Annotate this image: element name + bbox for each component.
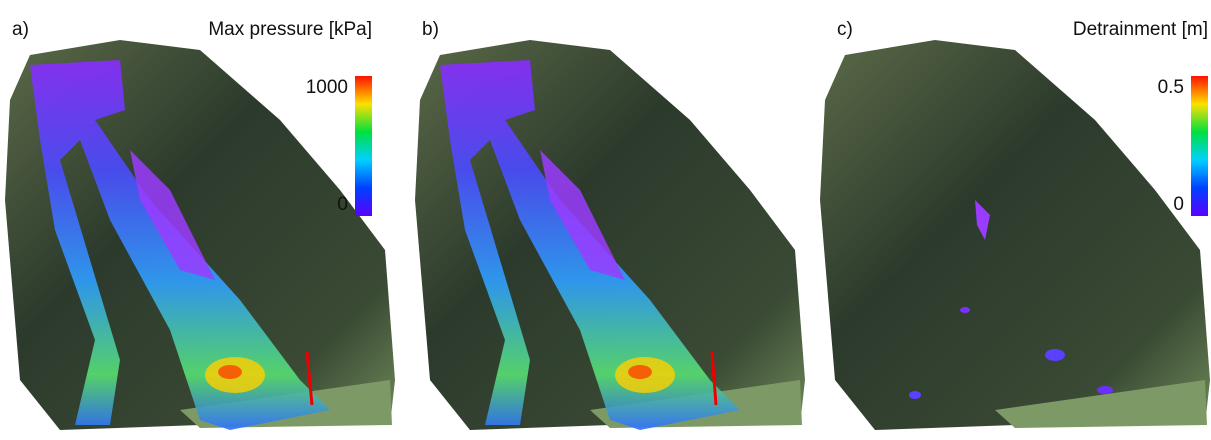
detrainment xyxy=(960,307,970,313)
detrainment xyxy=(909,391,921,399)
colorbar xyxy=(1191,76,1208,216)
panel-label: b) xyxy=(422,19,439,40)
figure: a) Max pressure [kPa] 1000 0 b) c) Detra… xyxy=(0,0,1211,435)
terrain xyxy=(820,40,1210,430)
panel-label: a) xyxy=(12,19,29,40)
panel-a: a) Max pressure [kPa] 1000 0 xyxy=(5,19,395,430)
colorbar-max: 1000 xyxy=(306,77,348,98)
colorbar-min: 0 xyxy=(337,194,348,215)
colorbar xyxy=(355,76,372,216)
detrainment xyxy=(1045,349,1065,361)
colorbar-title: Max pressure [kPa] xyxy=(208,19,372,40)
colorbar-min: 0 xyxy=(1173,194,1184,215)
panel-label: c) xyxy=(837,19,853,40)
panel-c: c) Detrainment [m] 0.5 0 xyxy=(820,19,1210,430)
colorbar-max: 0.5 xyxy=(1158,77,1184,98)
detrainment xyxy=(1097,386,1113,394)
colorbar-title: Detrainment [m] xyxy=(1073,19,1208,40)
panel-b: b) xyxy=(415,19,805,430)
